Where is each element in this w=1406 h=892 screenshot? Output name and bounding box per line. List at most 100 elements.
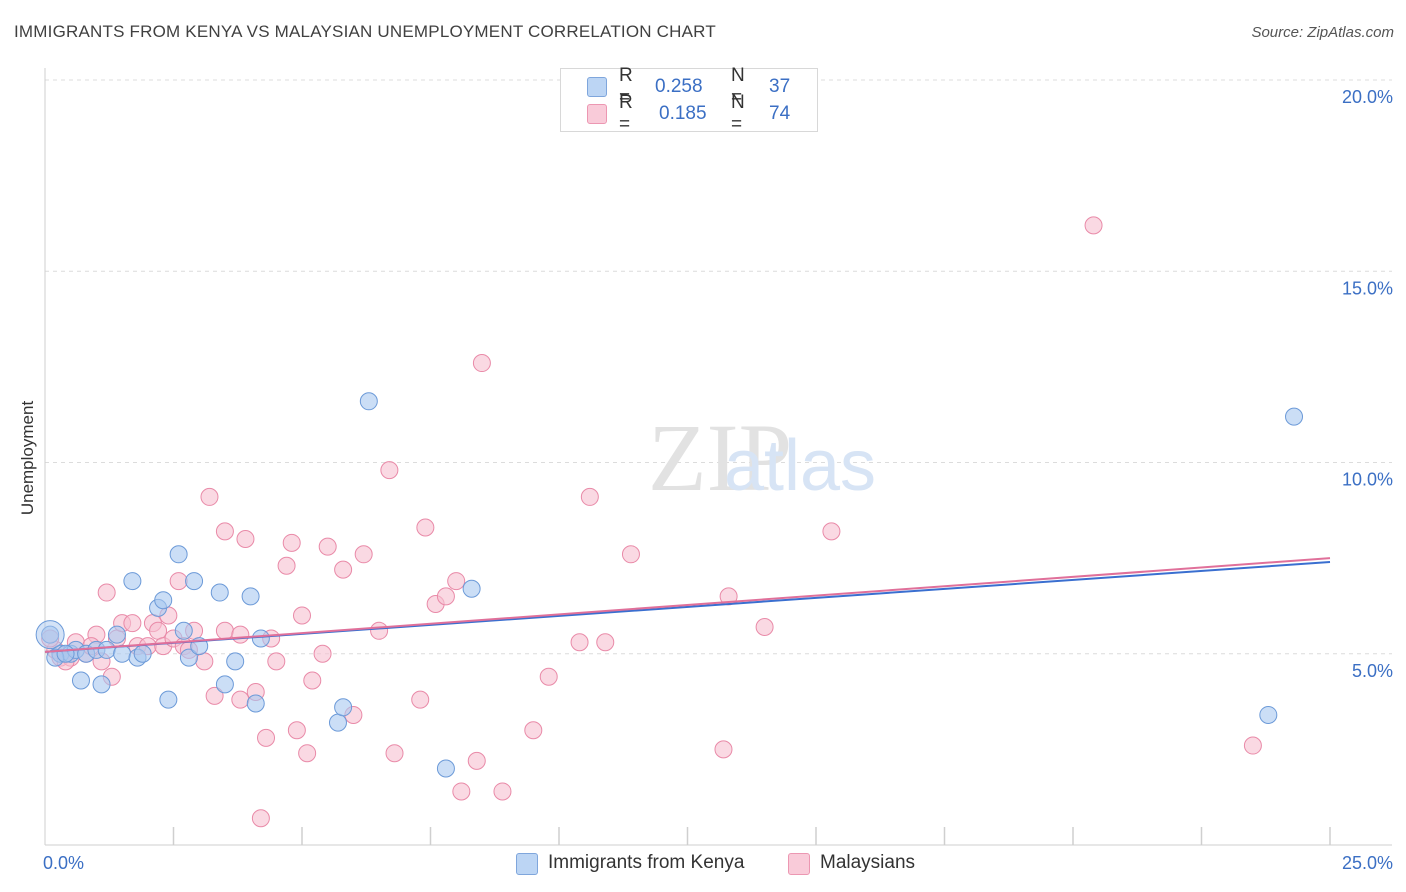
kenya-point: [359, 392, 378, 411]
malaysians-point: [231, 690, 250, 709]
kenya-point: [246, 694, 265, 713]
kenya-point: [1259, 705, 1278, 724]
malaysians-point: [596, 633, 615, 652]
kenya-point: [1285, 407, 1304, 426]
watermark-atlas: atlas: [724, 426, 876, 506]
malaysians-point: [277, 556, 296, 575]
legend-n-value: 37: [769, 76, 791, 97]
malaysians-point: [354, 545, 373, 564]
malaysians-point: [287, 721, 306, 740]
kenya-point: [123, 572, 142, 591]
malaysians-point: [195, 652, 214, 671]
tick-labels: 5.0% 10.0% 15.0% 20.0% 0.0% 25.0%: [43, 87, 1393, 873]
axes: [44, 68, 1392, 846]
kenya-point: [56, 644, 75, 663]
malaysians-point: [447, 572, 466, 591]
legend-n-label: N =: [731, 65, 745, 108]
malaysians-point: [580, 487, 599, 506]
malaysians-point: [318, 537, 337, 556]
malaysians-point: [385, 744, 404, 763]
malaysians-point: [714, 740, 733, 759]
kenya-point: [210, 583, 229, 602]
malaysians-legend-label: Malaysians: [820, 852, 916, 873]
chart-title: IMMIGRANTS FROM KENYA VS MALAYSIAN UNEMP…: [14, 22, 716, 41]
kenya-point: [71, 671, 90, 690]
kenya-point: [35, 620, 65, 650]
y-tick-label: 20.0%: [1342, 87, 1393, 107]
kenya-swatch: [516, 853, 538, 875]
kenya-point: [154, 591, 173, 610]
kenya-point: [185, 572, 204, 591]
watermark-zip: ZIP: [648, 404, 792, 511]
malaysians-point: [303, 671, 322, 690]
malaysians-point: [416, 518, 435, 537]
malaysians-point: [822, 522, 841, 541]
malaysians-point: [169, 572, 188, 591]
kenya-legend-label: Immigrants from Kenya: [548, 852, 745, 873]
kenya-point: [334, 698, 353, 717]
kenya-point: [169, 545, 188, 564]
malaysians-swatch: [587, 104, 607, 124]
malaysians-point: [251, 809, 270, 828]
malaysians-point: [370, 621, 389, 640]
trend-lines: [44, 557, 1331, 653]
malaysians-point: [236, 530, 255, 548]
kenya-point: [107, 625, 126, 644]
malaysians-point: [467, 751, 486, 770]
malaysians-point: [298, 744, 317, 763]
malaysians-point: [267, 652, 286, 671]
malaysians-point: [215, 621, 234, 640]
malaysians-point: [621, 545, 640, 564]
malaysians-point: [205, 686, 224, 705]
malaysians-point: [1243, 736, 1262, 755]
malaysians-point: [123, 614, 142, 633]
source-credit: Source: ZipAtlas.com: [1251, 24, 1394, 41]
malaysians-point: [493, 782, 512, 801]
kenya-point: [97, 640, 116, 659]
kenya-point: [179, 648, 198, 667]
kenya-point: [226, 652, 245, 671]
x-tick-label: 0.0%: [43, 853, 84, 873]
malaysians-point: [215, 522, 234, 541]
kenya-point: [251, 629, 270, 648]
kenya-point: [462, 579, 481, 598]
malaysians-trend-line: [44, 557, 1331, 653]
malaysians-point: [436, 587, 455, 606]
malaysians-point: [1084, 216, 1103, 235]
correlation-legend: R = 0.258 N = 37 R = 0.185 N = 74: [560, 65, 818, 135]
malaysians-point: [293, 606, 311, 625]
legend-n-value: 74: [769, 103, 791, 124]
kenya-swatch: [587, 77, 607, 97]
kenya-point: [436, 759, 455, 778]
malaysians-point: [149, 621, 168, 640]
kenya-point: [215, 675, 234, 694]
legend-r-value: 0.185: [659, 103, 707, 124]
kenya-point: [174, 621, 193, 640]
malaysians-point: [570, 633, 589, 652]
malaysians-point: [380, 461, 399, 480]
malaysians-point: [524, 721, 543, 740]
kenya-point: [159, 690, 178, 709]
malaysians-point: [200, 487, 219, 506]
malaysians-point: [452, 782, 471, 801]
legend-r-label: R =: [619, 92, 633, 135]
malaysians-point: [472, 354, 491, 373]
malaysians-point: [231, 625, 250, 644]
y-tick-label: 5.0%: [1352, 661, 1393, 681]
malaysians-point: [334, 560, 353, 579]
legend-n-label: N =: [731, 92, 745, 135]
kenya-point: [328, 713, 347, 732]
malaysians-point: [282, 533, 301, 552]
kenya-point: [133, 644, 152, 663]
malaysians-point: [411, 690, 430, 709]
kenya-point: [92, 675, 111, 694]
y-tick-label: 15.0%: [1342, 278, 1393, 298]
data-points: [35, 216, 1304, 828]
malaysians-point: [257, 728, 276, 747]
malaysians-point: [539, 667, 558, 686]
legend-r-label: R =: [619, 65, 633, 108]
malaysians-point: [97, 583, 116, 602]
x-tick-label: 25.0%: [1342, 853, 1393, 873]
malaysians-swatch: [788, 853, 810, 875]
